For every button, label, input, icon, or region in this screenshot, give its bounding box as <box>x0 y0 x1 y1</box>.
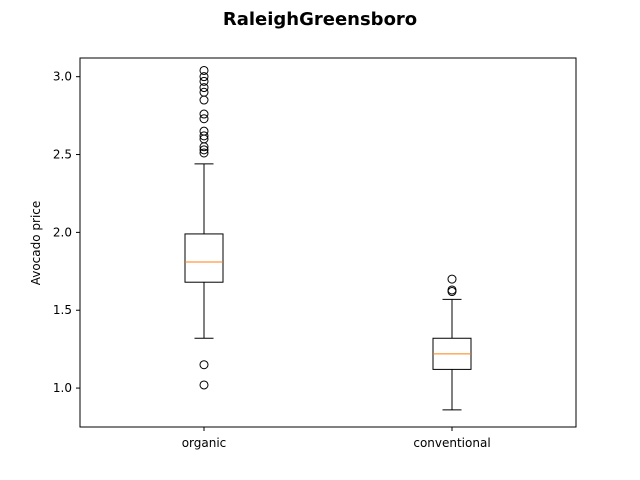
y-tick-label: 2.0 <box>53 225 72 239</box>
plot-area: 1.0 1.5 2.0 2.5 3.0 organic conventional <box>53 57 577 450</box>
organic-box <box>184 233 224 283</box>
plot-frame <box>79 57 577 428</box>
x-tick-label: conventional <box>413 436 490 450</box>
organic-outlier <box>199 95 209 105</box>
organic-outlier <box>199 109 209 119</box>
y-axis-label: Avocado price <box>29 201 43 286</box>
y-tick-label: 3.0 <box>53 70 72 84</box>
organic-outlier <box>199 360 209 370</box>
organic-outlier <box>199 65 209 75</box>
organic-outlier <box>199 114 209 124</box>
organic-outlier <box>199 83 209 93</box>
organic-outlier <box>199 76 209 86</box>
x-tick-label: organic <box>182 436 227 450</box>
organic-outlier <box>199 380 209 390</box>
y-tick-label: 2.5 <box>53 148 72 162</box>
y-tick-label: 1.5 <box>53 303 72 317</box>
organic-outlier <box>199 87 209 97</box>
y-tick-label: 1.0 <box>53 381 72 395</box>
chart-title: RaleighGreensboro <box>223 9 417 30</box>
organic-outlier <box>199 72 209 82</box>
organic-outlier <box>199 145 209 155</box>
organic-outlier <box>199 148 209 158</box>
conventional-outlier <box>447 274 457 284</box>
organic-outlier <box>199 131 209 141</box>
conventional-outlier <box>447 285 457 295</box>
organic-outlier <box>199 126 209 136</box>
